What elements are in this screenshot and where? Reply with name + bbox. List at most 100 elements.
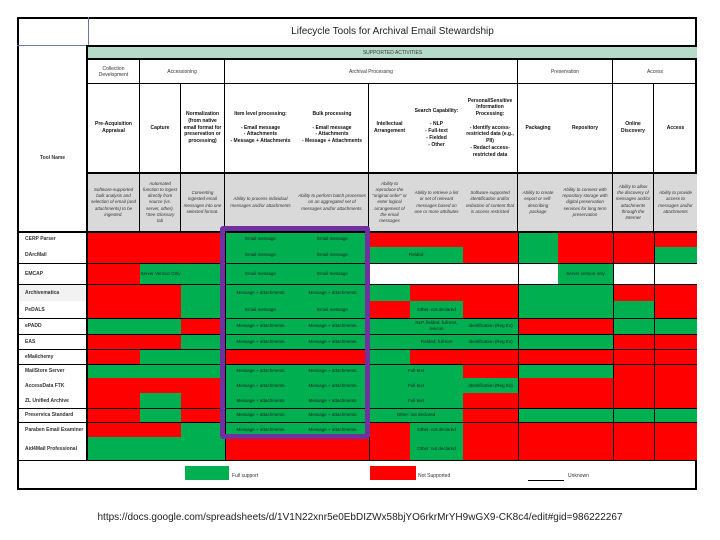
divider <box>17 408 697 409</box>
cell-full-support <box>140 393 181 408</box>
divider <box>17 334 697 335</box>
cell-item-level: Message + attachments <box>236 289 285 295</box>
legend-swatch-unknown <box>528 480 564 481</box>
tool-name: DArcMail <box>25 252 47 258</box>
category-access: Access <box>613 60 697 84</box>
col-repository: Repository <box>558 84 613 174</box>
cell-search: Other: not declared <box>410 422 463 437</box>
divider <box>88 17 89 45</box>
cell-full-support <box>225 231 369 263</box>
cell-full-support <box>225 422 369 437</box>
cell-full-support <box>181 263 369 284</box>
cell-pii: Identification (Reg Ex) <box>463 334 518 349</box>
cell-bulk: Message + attachments <box>308 426 357 432</box>
divider <box>654 231 655 460</box>
cell-search: Fielded; full-text <box>410 334 463 349</box>
cell-full-support <box>88 437 181 460</box>
category-accessioning: Accessioning <box>140 60 225 84</box>
cell-not-supported <box>518 378 613 408</box>
cell-full-support <box>225 364 369 408</box>
cell-full-support <box>181 422 225 460</box>
desc-bulk: Ability to perform batch processes on an… <box>296 174 369 231</box>
tool-name: ePADD <box>25 323 42 329</box>
tool-name: MailStore Server <box>25 368 65 374</box>
tool-name: Preservica Standard <box>25 412 74 418</box>
cell-bulk: Email message <box>317 252 348 258</box>
desc-online-discovery: Ability to allow the discovery of messag… <box>613 174 654 231</box>
cell-bulk: Message + attachments <box>308 397 357 403</box>
desc-item-level: Ability to process individual messages a… <box>225 174 296 231</box>
cell-not-supported <box>410 349 697 364</box>
cell-item-level: Email message <box>245 236 276 242</box>
cell-bulk: Message + attachments <box>308 382 357 388</box>
cell-not-supported <box>88 334 181 349</box>
cell-capture: Server Version Only <box>140 263 181 284</box>
cell-full-support <box>369 318 410 334</box>
divider <box>17 364 697 365</box>
legend-full-support: Full support <box>232 473 259 479</box>
tool-name: EMCAP <box>25 270 44 277</box>
cell-full-support <box>518 408 697 422</box>
cell-full-support <box>518 364 613 378</box>
cell-item-level: Message + attachments <box>236 426 285 432</box>
cell-bulk: Email message <box>317 236 348 242</box>
desc-pre-acquisition: Software-supported bulk analysis and sel… <box>88 174 140 231</box>
divider <box>17 231 697 233</box>
cell-not-supported <box>88 422 181 437</box>
cell-not-supported <box>369 301 410 318</box>
desc-repository: Ability to connect with repository stora… <box>558 174 613 231</box>
cell-unknown <box>613 263 697 284</box>
cell-full-support <box>225 318 369 334</box>
cell-item-level: Message + attachments <box>236 323 285 329</box>
cell-not-supported <box>225 437 369 460</box>
cell-not-supported <box>654 284 697 318</box>
cell-full-support <box>88 318 181 334</box>
cell-not-supported <box>181 393 225 408</box>
cell-not-supported <box>613 334 697 349</box>
col-normalization: Normalization (from native email format … <box>181 84 225 174</box>
cell-search: NLP, fielded, full-text, lexicon <box>410 318 463 334</box>
tool-name: Archivematica <box>19 284 86 301</box>
cell-search: Full-text <box>407 397 424 403</box>
cell-item-level: Email message <box>245 252 276 258</box>
divider <box>17 318 697 319</box>
cell-full-support <box>140 408 181 422</box>
divider <box>86 45 88 460</box>
cell-bulk: Message + attachments <box>308 368 357 374</box>
cell-not-supported <box>181 378 225 393</box>
cell-full-support <box>181 334 369 349</box>
cell-not-supported <box>88 231 225 263</box>
tool-name: EAS <box>25 338 36 345</box>
cell-search: Full-text <box>407 368 424 374</box>
cell-not-supported <box>369 231 518 247</box>
cell-full-support <box>369 334 410 349</box>
tool-name-header: Tool Name <box>39 154 66 161</box>
cell-item-level: Message + attachments <box>236 397 285 403</box>
desc-capture: Automated function to ingest directly fr… <box>140 174 181 231</box>
cell-not-supported <box>654 231 697 247</box>
cell-not-supported <box>518 318 613 334</box>
cell-not-supported <box>410 284 518 301</box>
source-url[interactable]: https://docs.google.com/spreadsheets/d/1… <box>97 512 623 523</box>
col-pii: Personal/Sensitive Information Processin… <box>463 84 518 174</box>
tool-name: PeDALS <box>25 306 45 313</box>
cell-bulk: Message + attachments <box>308 323 357 329</box>
cell-not-supported <box>88 408 140 422</box>
cell-not-supported <box>613 284 654 301</box>
desc-intellectual: Ability to reproduce the "original order… <box>369 174 410 231</box>
cell-item-level: Message + attachments <box>236 368 285 374</box>
cell-item-level: Message + attachments <box>236 382 285 388</box>
cell-full-support <box>613 301 654 318</box>
col-intellectual: Intellectual Arrangement <box>369 84 410 174</box>
cell-not-supported <box>463 301 518 318</box>
tool-name: CERP Parser <box>25 236 56 242</box>
col-online-discovery: Online Discovery <box>613 84 654 174</box>
tool-name: Aid4Mail Professional <box>25 445 77 452</box>
cell-pii: Identification (Reg Ex) <box>463 318 518 334</box>
col-item-level: Item level processing: - Email message -… <box>225 84 296 174</box>
cell-full-support <box>181 364 225 378</box>
cell-bulk: Message + attachments <box>308 338 357 344</box>
cell-pii: Identification (Reg Ex) <box>463 378 518 393</box>
cell-not-supported <box>369 422 410 460</box>
cell-full-support <box>369 284 410 301</box>
